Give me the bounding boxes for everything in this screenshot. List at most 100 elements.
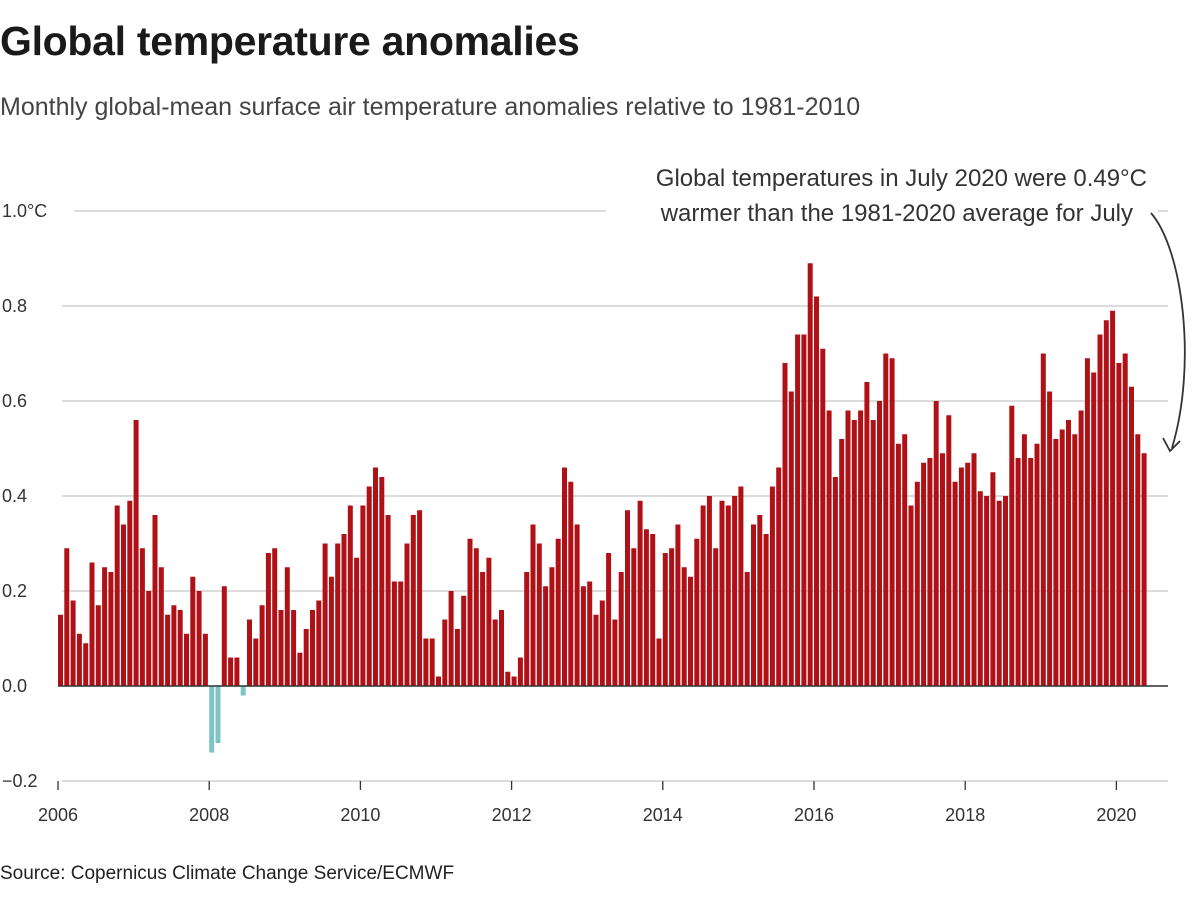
bar: [404, 543, 410, 686]
bar: [391, 581, 397, 686]
bar: [83, 643, 89, 686]
bar: [278, 610, 284, 686]
bar: [738, 486, 744, 686]
bar: [1047, 391, 1053, 686]
bar: [442, 619, 448, 686]
bar: [1059, 429, 1065, 686]
bar: [1028, 458, 1034, 686]
bar: [114, 505, 120, 686]
bar: [713, 548, 719, 686]
bar: [839, 439, 845, 686]
bar: [618, 572, 624, 686]
bar: [1084, 358, 1090, 686]
bar: [328, 576, 334, 686]
bar: [486, 557, 492, 686]
bar: [543, 586, 549, 686]
bar: [291, 610, 297, 686]
bar: [322, 543, 328, 686]
bar: [1034, 443, 1040, 686]
bar: [139, 548, 145, 686]
bar: [398, 581, 404, 686]
bar: [228, 657, 234, 686]
bar: [858, 410, 864, 686]
bar: [423, 638, 429, 686]
bar: [190, 576, 196, 686]
x-tick-label: 2010: [340, 805, 380, 825]
bar: [958, 467, 964, 686]
bar: [95, 605, 101, 686]
bar: [996, 500, 1002, 686]
annotation-line-2: warmer than the 1981-2020 average for Ju…: [660, 200, 1133, 227]
bar: [499, 610, 504, 686]
bar: [820, 348, 826, 686]
bar: [1116, 363, 1122, 686]
y-tick-label: 1.0°C: [2, 201, 47, 221]
bar: [587, 581, 593, 686]
bar: [927, 458, 933, 686]
bar: [895, 443, 901, 686]
bar: [234, 657, 240, 686]
bars: [58, 263, 1147, 753]
bar: [763, 534, 769, 686]
bar: [347, 505, 353, 686]
bar: [127, 500, 133, 686]
bar: [637, 500, 643, 686]
bar: [171, 605, 177, 686]
bar: [310, 610, 315, 686]
bar: [977, 491, 983, 686]
bar: [70, 600, 76, 686]
bar: [555, 538, 561, 686]
bar: [505, 671, 511, 686]
bar: [814, 296, 819, 686]
bar: [744, 572, 750, 686]
bar: [990, 472, 996, 686]
bar: [889, 358, 895, 686]
bar: [1097, 334, 1103, 686]
bar: [801, 334, 807, 686]
bar: [373, 467, 378, 686]
bar: [568, 481, 574, 686]
bar: [688, 576, 693, 686]
annotation-background: [606, 158, 1158, 234]
bar: [1110, 310, 1116, 686]
bar: [883, 353, 889, 686]
bar: [265, 553, 271, 686]
chart-subtitle: Monthly global-mean surface air temperat…: [0, 93, 861, 121]
bar: [64, 548, 70, 686]
x-tick-label: 2012: [492, 805, 532, 825]
bar: [76, 633, 82, 686]
gridlines: [62, 210, 1168, 782]
annotation-arrow: [1150, 212, 1186, 449]
bar: [788, 391, 794, 686]
bar: [1072, 434, 1078, 686]
bar: [303, 629, 309, 686]
bar: [385, 515, 391, 686]
bar: [152, 515, 158, 686]
bar: [732, 496, 738, 686]
y-tick-label: 0.2: [2, 581, 27, 601]
bar: [209, 686, 215, 753]
bar: [259, 605, 265, 686]
bar: [769, 486, 775, 686]
bar: [933, 401, 939, 686]
bar: [133, 420, 139, 686]
bar: [467, 538, 473, 686]
bar: [480, 572, 486, 686]
bar: [606, 553, 612, 686]
bar: [511, 676, 517, 686]
bar: [247, 619, 252, 686]
bar: [1003, 496, 1008, 686]
bar: [776, 467, 782, 686]
bar: [536, 543, 542, 686]
bar: [221, 586, 227, 686]
bar: [650, 534, 656, 686]
y-tick-label: 0.4: [2, 486, 27, 506]
bar: [524, 572, 530, 686]
bar: [58, 614, 63, 686]
bar: [612, 619, 618, 686]
bar: [782, 363, 788, 686]
bar: [417, 510, 423, 686]
bar: [272, 548, 278, 686]
x-tick-label: 2006: [38, 805, 78, 825]
bar: [360, 505, 366, 686]
